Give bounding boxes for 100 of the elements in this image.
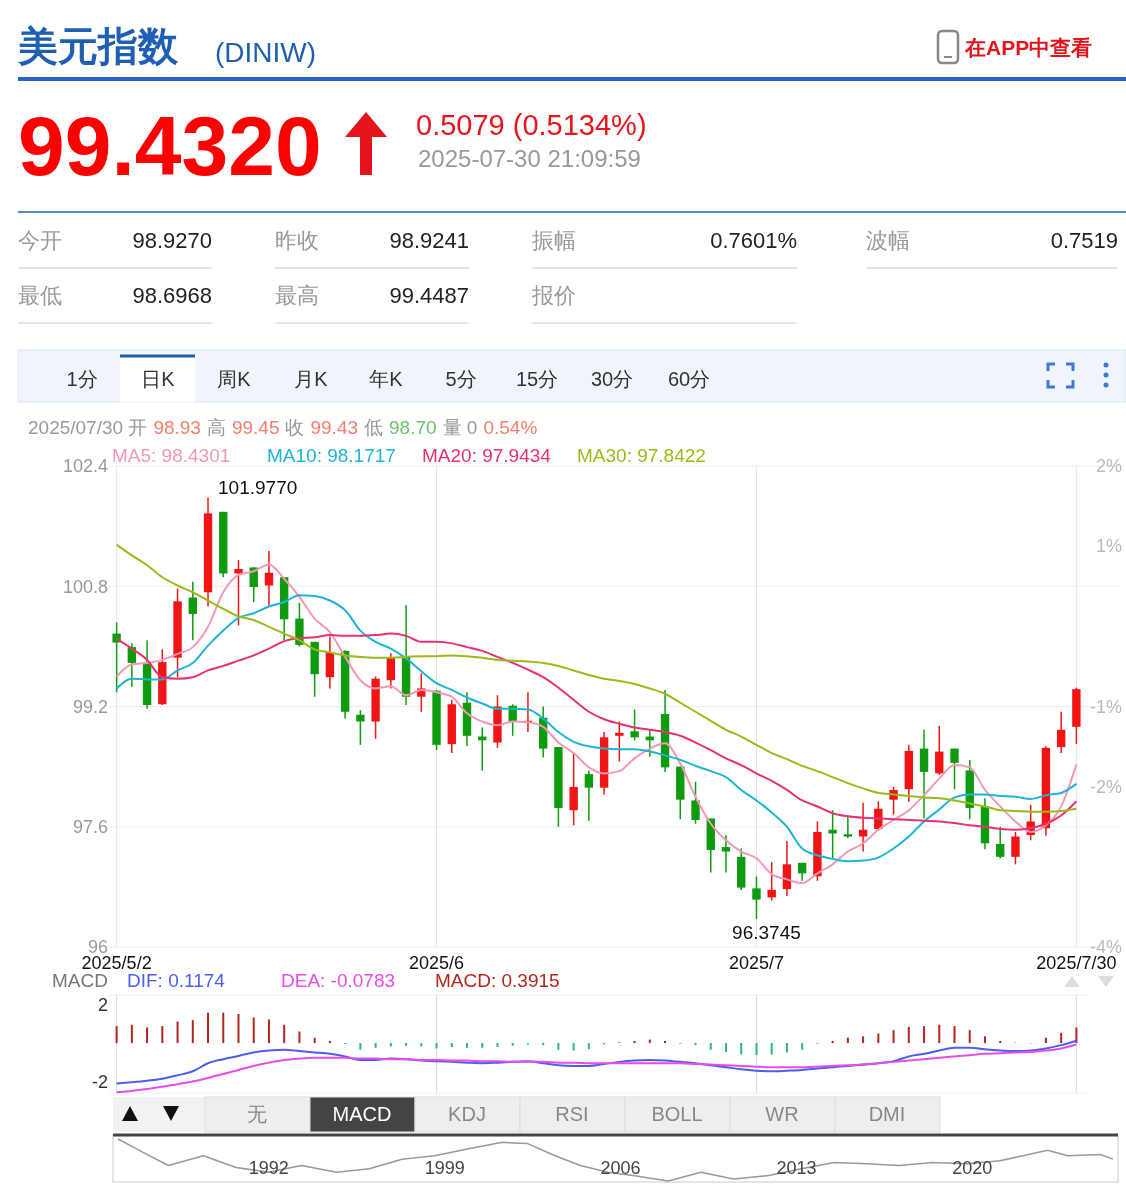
line-series	[115, 563, 1078, 885]
text: 15分	[515, 368, 559, 390]
chart-title: MACD	[52, 970, 108, 991]
bar	[115, 1026, 118, 1044]
bar	[938, 1024, 941, 1044]
bar	[831, 1040, 834, 1044]
candlestick	[1056, 711, 1066, 754]
candlestick	[630, 708, 639, 742]
text: 98.93	[153, 417, 201, 438]
text: MA30: 97.8422	[577, 445, 706, 466]
candlestick	[1011, 831, 1020, 866]
bar	[785, 1043, 788, 1053]
bar	[496, 1043, 499, 1048]
text: 波幅	[866, 228, 910, 253]
bar	[1044, 1037, 1047, 1044]
text: 98.9270	[132, 228, 212, 253]
text: WR	[765, 1103, 799, 1125]
text: 2025/07/30 开	[28, 417, 148, 438]
bar	[267, 1019, 270, 1044]
bar	[481, 1043, 484, 1048]
bar	[1060, 1032, 1063, 1044]
bar	[801, 1043, 804, 1050]
text: 月K	[294, 368, 329, 390]
candlestick	[721, 834, 731, 874]
text: 最低	[18, 283, 62, 308]
text: 无	[247, 1103, 267, 1125]
bar	[511, 1043, 514, 1046]
bar	[846, 1037, 849, 1044]
bar	[176, 1021, 179, 1044]
text: 1分	[66, 368, 98, 390]
bar	[755, 1043, 758, 1056]
y2-tick-label: -2%	[1089, 776, 1122, 797]
text: 高	[206, 417, 226, 438]
x-tick-label: 2025/5/2	[81, 953, 152, 973]
bar	[146, 1027, 149, 1044]
bar	[557, 1043, 560, 1050]
bar	[664, 1040, 667, 1044]
line-series	[115, 1039, 1078, 1085]
bar	[283, 1024, 286, 1044]
bar	[1075, 1027, 1078, 1044]
x-tick-label: 2025/7	[728, 953, 784, 973]
text: 量 0	[442, 417, 478, 438]
text: 报价	[531, 283, 576, 308]
text: 99.4320	[18, 99, 322, 193]
bar	[298, 1031, 301, 1044]
text: (DINIW)	[215, 37, 317, 68]
text: BOLL	[651, 1103, 703, 1125]
bar	[740, 1043, 743, 1055]
x-tick-label: 2013	[776, 1158, 817, 1178]
text: DIF: 0.1174	[127, 970, 226, 991]
text: 5分	[445, 368, 477, 390]
x-tick-label: 1992	[248, 1158, 289, 1178]
bar	[237, 1014, 240, 1044]
text: 收	[285, 417, 305, 438]
candlestick	[935, 725, 944, 776]
text: 今开	[18, 228, 62, 253]
bar	[405, 1043, 408, 1046]
text: 0.54%	[483, 417, 538, 438]
text: 30分	[590, 368, 634, 390]
line-series	[115, 1043, 1078, 1094]
bar	[724, 1043, 727, 1052]
text: 振幅	[532, 228, 576, 253]
bar	[999, 1040, 1002, 1044]
text: 在APP中查看	[964, 36, 1093, 59]
line-series	[115, 543, 1078, 813]
bar	[191, 1020, 194, 1044]
y2-tick-label: 2%	[1095, 456, 1122, 477]
annotation: 101.9770	[218, 476, 298, 498]
candlestick	[112, 621, 121, 693]
bar	[435, 1043, 438, 1049]
text: 99.4487	[389, 283, 469, 308]
candlestick	[584, 769, 594, 822]
x-tick-label: 1999	[424, 1158, 465, 1178]
candlestick	[234, 559, 243, 627]
x-tick-label: 2020	[952, 1158, 993, 1178]
candlestick	[919, 729, 929, 820]
text: 99.45	[231, 417, 280, 438]
y-tick-label: 99.2	[72, 696, 108, 717]
candlestick	[950, 747, 959, 790]
text: 最高	[275, 283, 319, 308]
bar	[877, 1033, 880, 1044]
text: 0.7601%	[710, 228, 797, 253]
candlestick	[691, 780, 700, 825]
bar	[313, 1037, 316, 1044]
text: DEA: -0.0783	[281, 970, 396, 991]
bar	[466, 1043, 469, 1048]
text: MA10: 98.1717	[267, 445, 396, 466]
bar	[359, 1043, 362, 1050]
bar	[130, 1024, 133, 1044]
text: MA5: 98.4301	[112, 445, 231, 466]
annotation: 96.3745	[732, 921, 801, 943]
text: 年K	[369, 368, 404, 390]
bar	[207, 1012, 210, 1044]
bar	[968, 1030, 971, 1044]
text: 98.70	[389, 417, 437, 438]
bar	[983, 1036, 986, 1044]
text: DMI	[868, 1103, 906, 1125]
candlestick	[356, 709, 365, 746]
candlestick	[264, 550, 274, 607]
bar	[633, 1040, 636, 1044]
